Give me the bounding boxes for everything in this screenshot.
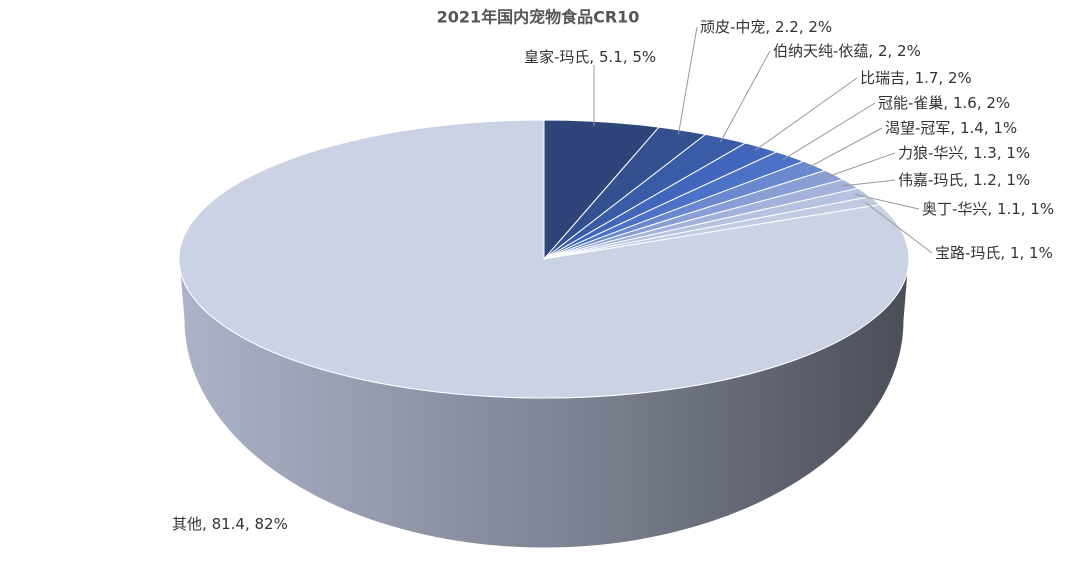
data-label: 奥丁-华兴, 1.1, 1%: [922, 200, 1054, 218]
value-label: 81.4, 82%: [212, 515, 288, 533]
data-label: 渴望-冠军, 1.4, 1%: [885, 119, 1017, 137]
separator: ,: [950, 119, 960, 137]
data-label: 伟嘉-玛氏, 1.2, 1%: [898, 171, 1030, 189]
value-label: 1.6, 2%: [953, 94, 1010, 112]
leader-line: [782, 102, 876, 160]
data-label: 皇家-玛氏, 5.1, 5%: [524, 48, 656, 66]
data-label: 力狼-华兴, 1.3, 1%: [898, 144, 1030, 162]
leader-line: [806, 127, 883, 170]
value-label: 2.2, 2%: [775, 18, 832, 36]
value-label: 1.4, 1%: [960, 119, 1017, 137]
separator: ,: [963, 171, 973, 189]
category-label: 顽皮-中宠: [700, 18, 765, 36]
value-label: 1.1, 1%: [997, 200, 1054, 218]
category-label: 力狼-华兴: [898, 144, 963, 162]
separator: ,: [905, 69, 915, 87]
data-label: 顽皮-中宠, 2.2, 2%: [700, 18, 832, 36]
data-label: 伯纳天纯-依蕴, 2, 2%: [773, 42, 921, 60]
leader-line: [864, 201, 933, 254]
category-label: 比瑞吉: [860, 69, 905, 87]
pie-slice: [178, 119, 910, 399]
value-label: 1.2, 1%: [973, 171, 1030, 189]
separator: ,: [589, 48, 599, 66]
category-label: 其他: [172, 515, 202, 533]
leader-line: [841, 179, 896, 187]
leader-line: [854, 193, 920, 210]
category-label: 渴望-冠军: [885, 119, 950, 137]
leader-line: [754, 77, 858, 152]
value-label: 1, 1%: [1010, 244, 1053, 262]
data-label: 比瑞吉, 1.7, 2%: [860, 69, 972, 87]
value-label: 1.3, 1%: [973, 144, 1030, 162]
category-label: 宝路-玛氏: [935, 244, 1000, 262]
separator: ,: [963, 144, 973, 162]
category-label: 冠能-雀巢: [878, 94, 943, 112]
leader-line: [719, 50, 771, 143]
separator: ,: [765, 18, 775, 36]
category-label: 皇家-玛氏: [524, 48, 589, 66]
separator: ,: [202, 515, 212, 533]
separator: ,: [868, 42, 878, 60]
value-label: 2, 2%: [878, 42, 921, 60]
data-label: 其他, 81.4, 82%: [172, 515, 288, 533]
data-label: 宝路-玛氏, 1, 1%: [935, 244, 1053, 262]
value-label: 1.7, 2%: [915, 69, 972, 87]
category-label: 奥丁-华兴: [922, 200, 987, 218]
leader-line: [825, 152, 896, 178]
category-label: 伟嘉-玛氏: [898, 171, 963, 189]
separator: ,: [987, 200, 997, 218]
chart-title: 2021年国内宠物食品CR10: [437, 8, 640, 27]
data-label: 冠能-雀巢, 1.6, 2%: [878, 94, 1010, 112]
value-label: 5.1, 5%: [599, 48, 656, 66]
separator: ,: [943, 94, 953, 112]
category-label: 伯纳天纯-依蕴: [773, 42, 868, 60]
leader-line: [677, 26, 698, 135]
separator: ,: [1000, 244, 1010, 262]
